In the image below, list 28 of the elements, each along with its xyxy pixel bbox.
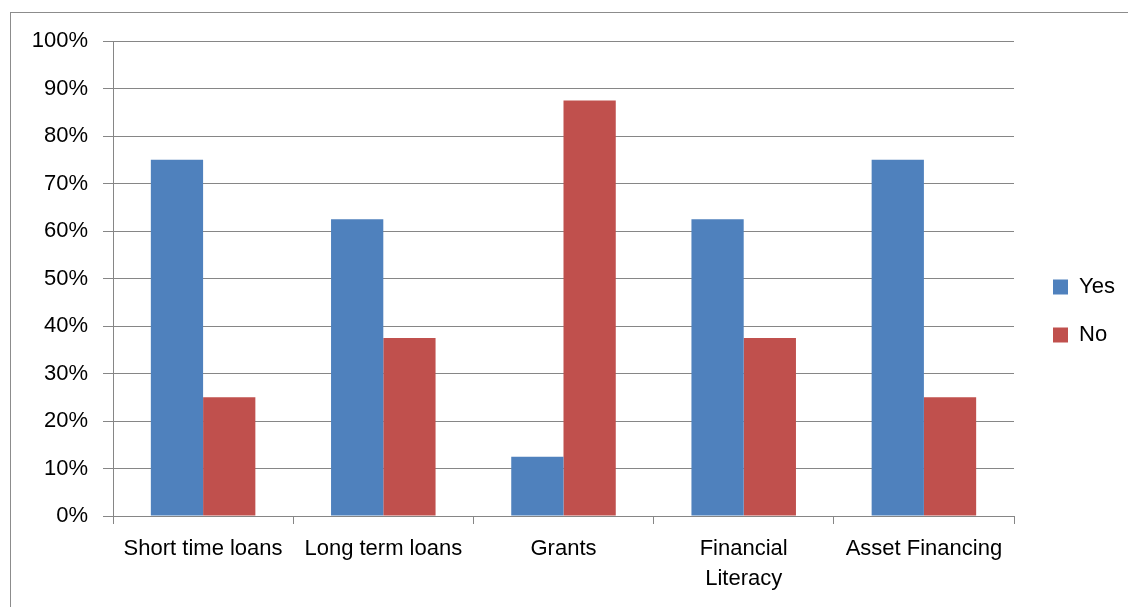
- bar: [871, 159, 924, 516]
- bar: [203, 397, 256, 516]
- y-tick-label: 50%: [43, 264, 88, 290]
- y-tick-label: 70%: [43, 169, 88, 195]
- y-tick-label: 80%: [43, 122, 88, 148]
- y-tick-label: 90%: [43, 74, 88, 100]
- y-tick-label: 60%: [43, 217, 88, 243]
- bar: [383, 337, 436, 516]
- bar: [331, 219, 384, 516]
- x-tick-label: Long term loans: [304, 534, 463, 560]
- y-tick-label: 40%: [43, 312, 88, 338]
- x-tick-label: Grants: [530, 534, 597, 560]
- bar: [923, 397, 977, 516]
- legend-label: Yes: [1079, 273, 1115, 299]
- x-tick-label: Short time loans: [123, 534, 283, 560]
- y-tick-label: 20%: [43, 407, 88, 433]
- y-tick-label: 100%: [31, 27, 88, 53]
- bar: [150, 159, 204, 516]
- bar: [563, 100, 616, 516]
- bar: [511, 456, 564, 516]
- bar: [743, 337, 796, 516]
- x-tick-label: Asset Financing: [845, 534, 1003, 560]
- y-tick-label: 30%: [43, 359, 88, 385]
- y-tick-label: 0%: [56, 502, 88, 528]
- legend-label: No: [1079, 321, 1108, 347]
- x-tick-label: Financial Literacy: [699, 534, 788, 590]
- bar: [691, 219, 744, 516]
- y-tick-label: 10%: [43, 454, 88, 480]
